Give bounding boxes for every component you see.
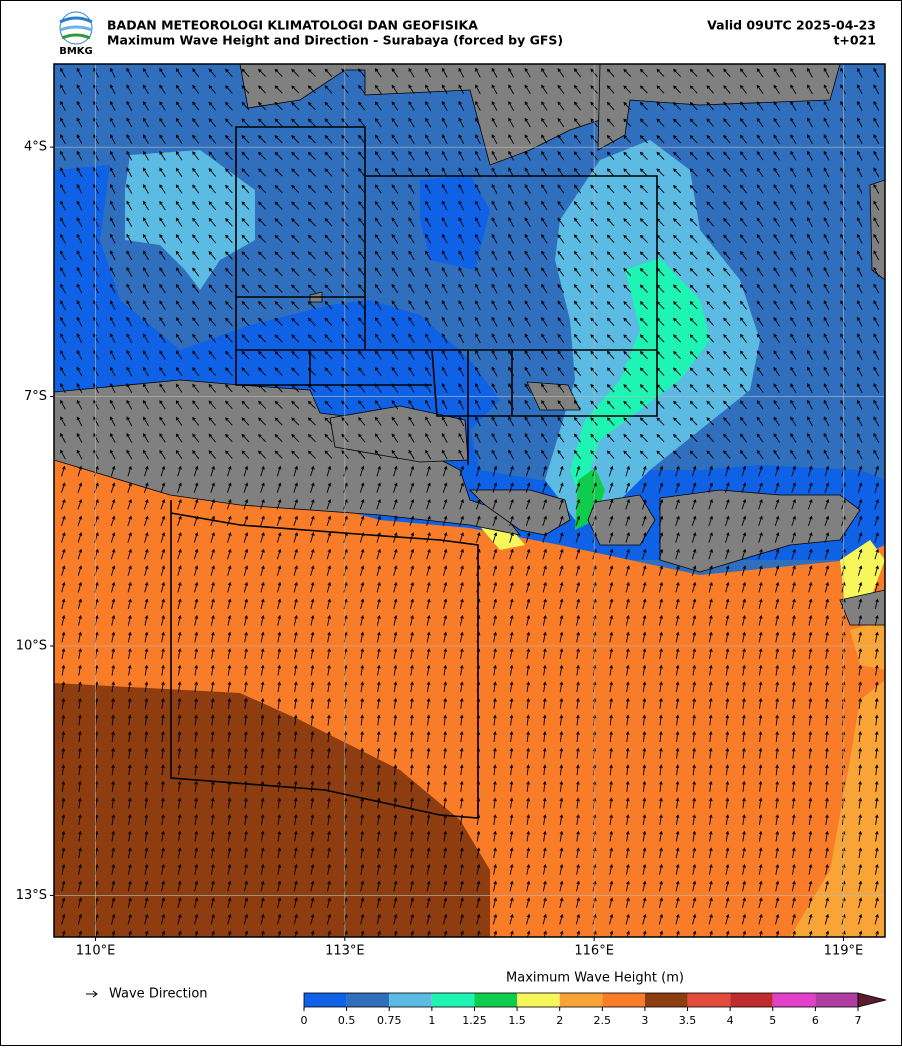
colorbar-tick-label: 6 — [812, 1014, 819, 1027]
colorbar-tick-label: 0 — [301, 1014, 308, 1027]
colorbar-tick-label: 2.5 — [594, 1014, 612, 1027]
colorbar-tick-label: 0.5 — [338, 1014, 356, 1027]
logo-text: BMKG — [59, 46, 93, 57]
agency: BADAN METEOROLOGI KLIMATOLOGI DAN GEOFIS… — [107, 18, 478, 33]
colorbar-tick-label: 3.5 — [679, 1014, 697, 1027]
y-tick-label: 4°S — [24, 140, 47, 155]
sea-low — [420, 175, 490, 270]
colorbar-segment — [687, 993, 731, 1007]
sea-darkgreen — [575, 468, 605, 530]
colorbar-segment — [389, 993, 432, 1007]
x-tick-label: 116°E — [574, 944, 614, 959]
colorbar-tick-label: 4 — [727, 1014, 734, 1027]
map-border — [53, 63, 886, 938]
colorbar-tick-label: 2 — [556, 1014, 563, 1027]
colorbar-tick-label: 5 — [769, 1014, 776, 1027]
grid — [54, 64, 885, 937]
wave-direction-arrows — [60, 67, 880, 937]
y-tick-label: 13°S — [16, 888, 47, 903]
colorbar-tick-label: 7 — [855, 1014, 862, 1027]
colorbar-tick-label: 0.75 — [377, 1014, 402, 1027]
colorbar-segment — [431, 993, 475, 1007]
map — [54, 64, 885, 937]
colorbar-segment — [644, 993, 688, 1007]
sea-lightorange — [790, 680, 885, 937]
island — [869, 179, 885, 281]
colorbar-segment — [815, 993, 858, 1007]
logo — [59, 11, 93, 45]
colorbar-segment — [559, 993, 603, 1007]
kangean — [526, 381, 581, 411]
y-tick-label: 10°S — [16, 639, 47, 654]
colorbar-segment — [730, 993, 773, 1007]
lombok — [587, 494, 656, 546]
subtitle: Maximum Wave Height and Direction - Sura… — [107, 33, 563, 48]
sulawesi — [597, 64, 841, 151]
x-tick-label: 119°E — [824, 944, 864, 959]
sea-cyan — [125, 150, 255, 290]
colorbar-segment — [474, 993, 518, 1007]
colorbar-tick-label: 3 — [641, 1014, 648, 1027]
colorbar: 0 0.5 0.75 1 1.25 1.5 2 2.5 3 3.5 4 5 6 7 — [301, 992, 887, 1027]
forecast-zones — [170, 126, 658, 819]
colorbar-segment — [517, 993, 560, 1007]
colorbar-tick-label: 1.25 — [462, 1014, 487, 1027]
y-tick-label: 7°S — [24, 389, 47, 404]
x-tick-label: 110°E — [76, 944, 116, 959]
colorbar-segment — [304, 993, 347, 1007]
sea-yellow — [840, 540, 885, 605]
colorbar-label: Maximum Wave Height (m) — [506, 971, 684, 986]
colorbar-tick-label: 1.5 — [508, 1014, 526, 1027]
sea-mid — [54, 64, 240, 130]
colorbar-outline — [303, 992, 859, 1008]
colorbar-segment — [602, 993, 645, 1007]
lead-time: t+021 — [833, 33, 876, 48]
valid-time: Valid 09UTC 2025-04-23 — [707, 18, 876, 33]
x-tick-label: 113°E — [325, 944, 365, 959]
sea-brown — [54, 683, 490, 937]
colorbar-segment — [772, 993, 816, 1007]
colorbar-segment — [346, 993, 390, 1007]
legend-arrow-head — [92, 990, 98, 998]
flores — [839, 589, 885, 626]
colorbar-tick-label: 1 — [428, 1014, 435, 1027]
legend-label: Wave Direction — [109, 987, 208, 1002]
